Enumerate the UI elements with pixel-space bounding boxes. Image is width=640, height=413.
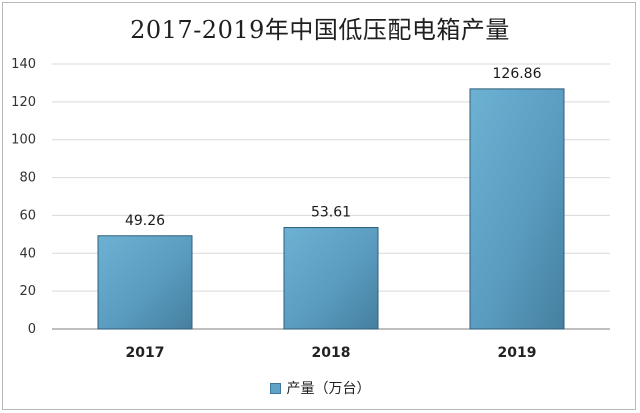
data-label-2019: 126.86 [493,66,542,82]
legend: 产量（万台） [0,378,640,398]
x-tick-label-2017: 2017 [126,345,165,361]
legend-label: 产量（万台） [286,381,371,397]
data-labels: 49.26 53.61 126.86 [125,66,542,229]
bar-2019 [469,88,565,330]
chart-title: 2017-2019年中国低压配电箱产量 [130,16,510,44]
y-tick-label: 120 [11,95,36,110]
y-tick-label: 80 [19,171,36,186]
bar-2018 [283,227,379,330]
x-tick-label-2019: 2019 [498,345,537,361]
y-tick-label: 140 [11,57,36,72]
y-tick-label: 100 [11,133,36,148]
x-tick-label-2018: 2018 [312,345,351,361]
bar-2017 [97,235,193,330]
bars [97,88,565,330]
y-tick-label: 40 [19,246,36,261]
legend-swatch [269,382,281,394]
x-axis: 2017 2018 2019 [126,345,537,361]
data-label-2018: 53.61 [311,205,351,221]
y-axis: 0 20 40 60 80 100 120 140 [11,57,36,337]
y-tick-label: 20 [19,284,36,299]
y-tick-label: 60 [19,208,36,223]
data-label-2017: 49.26 [125,213,165,229]
y-tick-label: 0 [28,322,36,337]
